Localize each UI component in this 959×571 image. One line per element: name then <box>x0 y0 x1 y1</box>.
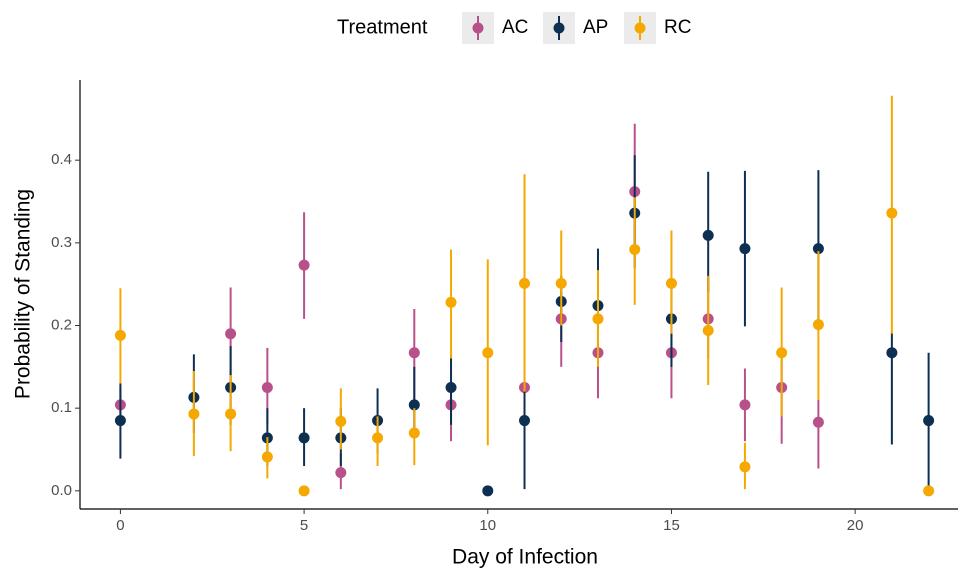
y-tick-label: 0.2 <box>51 316 72 333</box>
point <box>335 415 347 427</box>
legend-key-point <box>634 22 646 34</box>
y-tick-label: 0.0 <box>51 482 72 499</box>
point <box>408 427 420 439</box>
point <box>776 347 788 359</box>
point <box>298 485 310 497</box>
point <box>812 319 824 331</box>
point <box>592 313 604 325</box>
x-tick-label: 10 <box>479 517 496 534</box>
legend-label: AP <box>583 17 608 38</box>
point <box>702 229 714 241</box>
point <box>665 277 677 289</box>
y-tick-label: 0.4 <box>51 151 72 168</box>
y-tick-label: 0.1 <box>51 399 72 416</box>
point <box>482 485 494 497</box>
legend-key-point <box>553 22 565 34</box>
y-axis-title: Probability of Standing <box>12 189 35 399</box>
legend-label: AC <box>502 17 528 38</box>
point <box>298 432 310 444</box>
point <box>225 408 237 420</box>
point <box>519 277 531 289</box>
x-tick-label: 15 <box>663 517 680 534</box>
point <box>188 408 200 420</box>
x-axis-title: Day of Infection <box>452 546 598 569</box>
point <box>408 399 420 411</box>
x-tick-label: 5 <box>300 517 308 534</box>
point <box>298 259 310 271</box>
legend-title: Treatment <box>337 16 428 38</box>
point <box>886 207 898 219</box>
legend-label: RC <box>664 17 691 38</box>
point <box>225 328 237 340</box>
point <box>555 277 567 289</box>
point <box>114 329 126 341</box>
point <box>702 324 714 336</box>
legend-key-point <box>472 22 484 34</box>
point <box>482 347 494 359</box>
point <box>372 432 384 444</box>
point <box>629 243 641 255</box>
y-tick-label: 0.3 <box>51 234 72 251</box>
point <box>923 485 935 497</box>
point <box>812 416 824 428</box>
x-tick-label: 20 <box>847 517 864 534</box>
point <box>261 451 273 463</box>
point <box>408 347 420 359</box>
point <box>739 243 751 255</box>
point <box>445 296 457 308</box>
x-tick-label: 0 <box>116 517 124 534</box>
point <box>812 243 824 255</box>
point <box>739 399 751 411</box>
point <box>886 347 898 359</box>
point <box>923 415 935 427</box>
point <box>335 467 347 479</box>
point <box>519 415 531 427</box>
point <box>114 415 126 427</box>
point <box>261 381 273 393</box>
point <box>739 461 751 473</box>
point <box>445 381 457 393</box>
